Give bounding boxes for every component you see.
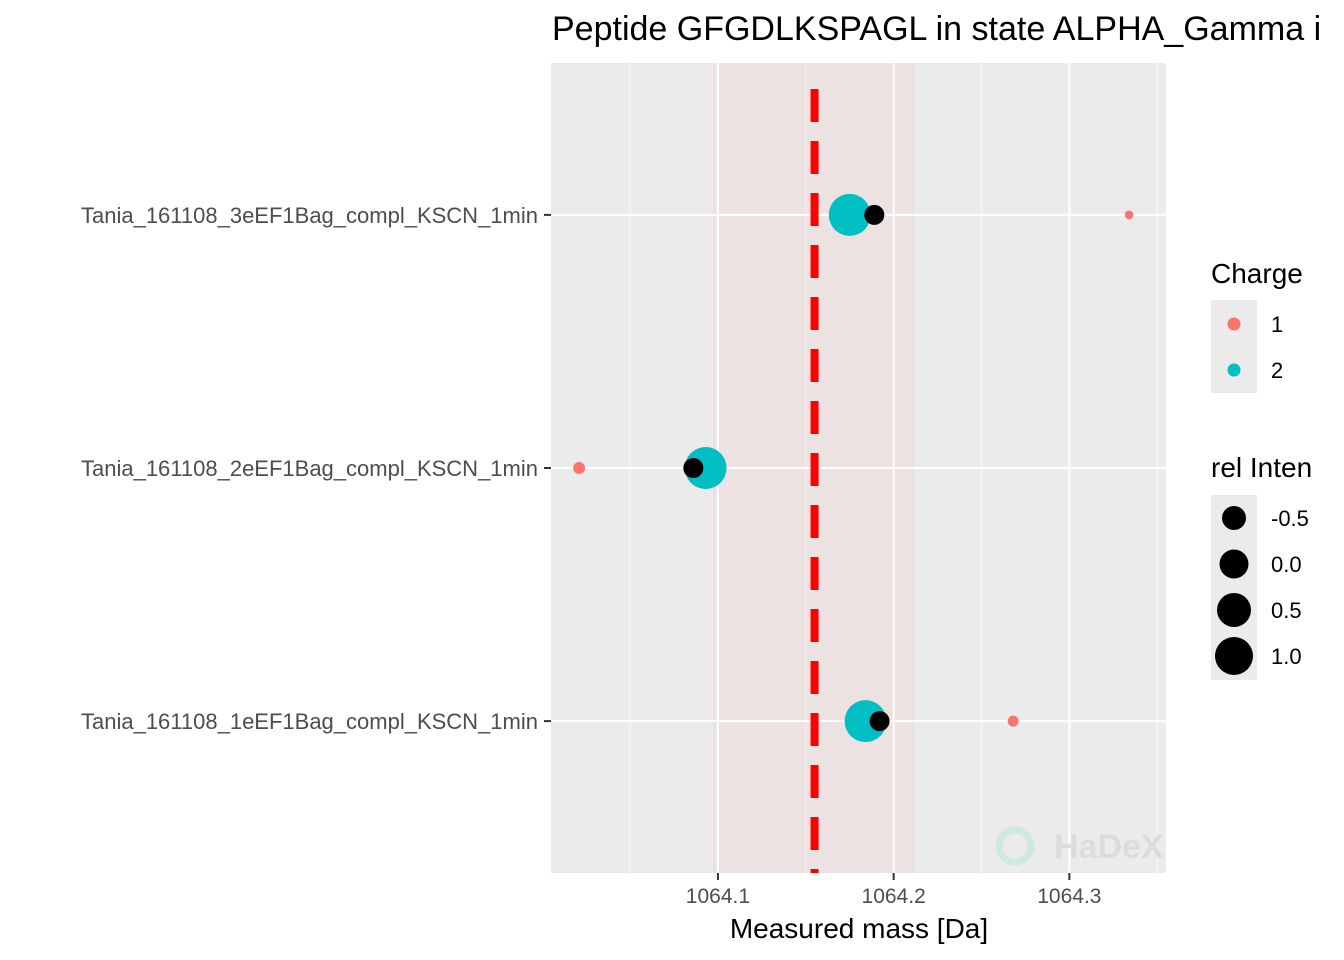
legend-charge-title: Charge [1211,258,1303,289]
hadex-watermark: HaDeX [995,826,1164,866]
legend-intensity-title: rel Inten [1211,452,1312,483]
legend-intensity-key [1217,593,1251,627]
point-charge-1 [1007,715,1019,727]
legend-charge: Charge 1 2 [1211,258,1303,393]
plot-panel: HaDeX [551,63,1166,873]
x-tick-label: 1064.3 [1037,885,1101,908]
legend-intensity-key [1219,549,1249,579]
point-charge-2 [844,700,887,743]
legend-intensity-key [1215,637,1253,675]
legend-intensity: rel Inten -0.5 0.0 0.5 1.0 [1211,452,1312,680]
legend-intensity-label: 0.0 [1271,552,1302,577]
legend-charge-label: 2 [1271,358,1283,383]
legend-intensity-label: 0.5 [1271,598,1302,623]
y-tick-label: Tania_161108_1eEF1Bag_compl_KSCN_1min [81,709,538,734]
point-charge-2 [684,447,727,489]
x-tick-label: 1064.2 [862,885,926,908]
y-tick-label: Tania_161108_3eEF1Bag_compl_KSCN_1min [81,203,538,228]
x-axis-title: Measured mass [Da] [730,913,988,944]
legend-charge-label: 1 [1271,312,1283,337]
point-average [683,458,704,478]
data-points [573,193,1134,743]
legend-charge-key [1227,317,1241,331]
legend-intensity-label: 1.0 [1271,644,1302,669]
point-average [869,711,890,732]
x-tick-label: 1064.1 [686,885,750,908]
point-charge-1 [573,462,586,474]
watermark-text: HaDeX [1054,828,1164,866]
point-average [864,204,885,225]
y-tick-label: Tania_161108_2eEF1Bag_compl_KSCN_1min [81,456,538,481]
point-charge-2 [828,193,871,236]
legend-charge-keys-bg [1211,300,1257,393]
legend-intensity-key [1222,506,1246,530]
legend-intensity-label: -0.5 [1271,506,1309,531]
y-axis: Tania_161108_3eEF1Bag_compl_KSCN_1min Tan… [81,203,551,734]
hadex-logo-icon [995,826,1035,866]
chart-title: Peptide GFGDLKSPAGL in state ALPHA_Gamma… [552,10,1321,48]
legend-charge-key [1227,363,1241,377]
x-axis: 1064.1 1064.2 1064.3 [686,873,1101,908]
point-charge-1 [1124,210,1134,220]
